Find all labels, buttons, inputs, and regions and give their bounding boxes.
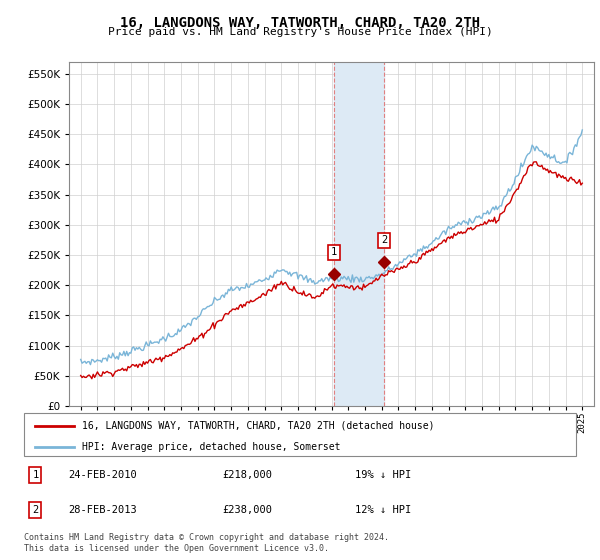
Text: 16, LANGDONS WAY, TATWORTH, CHARD, TA20 2TH (detached house): 16, LANGDONS WAY, TATWORTH, CHARD, TA20 … (82, 421, 434, 431)
Text: £238,000: £238,000 (223, 505, 273, 515)
Bar (334, 62, 384, 406)
Text: 2: 2 (381, 235, 387, 245)
Text: 19% ↓ HPI: 19% ↓ HPI (355, 470, 412, 479)
Text: HPI: Average price, detached house, Somerset: HPI: Average price, detached house, Some… (82, 442, 340, 452)
Text: £218,000: £218,000 (223, 470, 273, 479)
Text: 28-FEB-2013: 28-FEB-2013 (68, 505, 137, 515)
Text: 2: 2 (32, 505, 38, 515)
FancyBboxPatch shape (24, 413, 576, 456)
Text: 1: 1 (331, 248, 337, 258)
Text: 16, LANGDONS WAY, TATWORTH, CHARD, TA20 2TH: 16, LANGDONS WAY, TATWORTH, CHARD, TA20 … (120, 16, 480, 30)
Text: 12% ↓ HPI: 12% ↓ HPI (355, 505, 412, 515)
Text: 1: 1 (32, 470, 38, 479)
Text: Price paid vs. HM Land Registry's House Price Index (HPI): Price paid vs. HM Land Registry's House … (107, 27, 493, 37)
Text: 24-FEB-2010: 24-FEB-2010 (68, 470, 137, 479)
Text: Contains HM Land Registry data © Crown copyright and database right 2024.
This d: Contains HM Land Registry data © Crown c… (24, 533, 389, 553)
